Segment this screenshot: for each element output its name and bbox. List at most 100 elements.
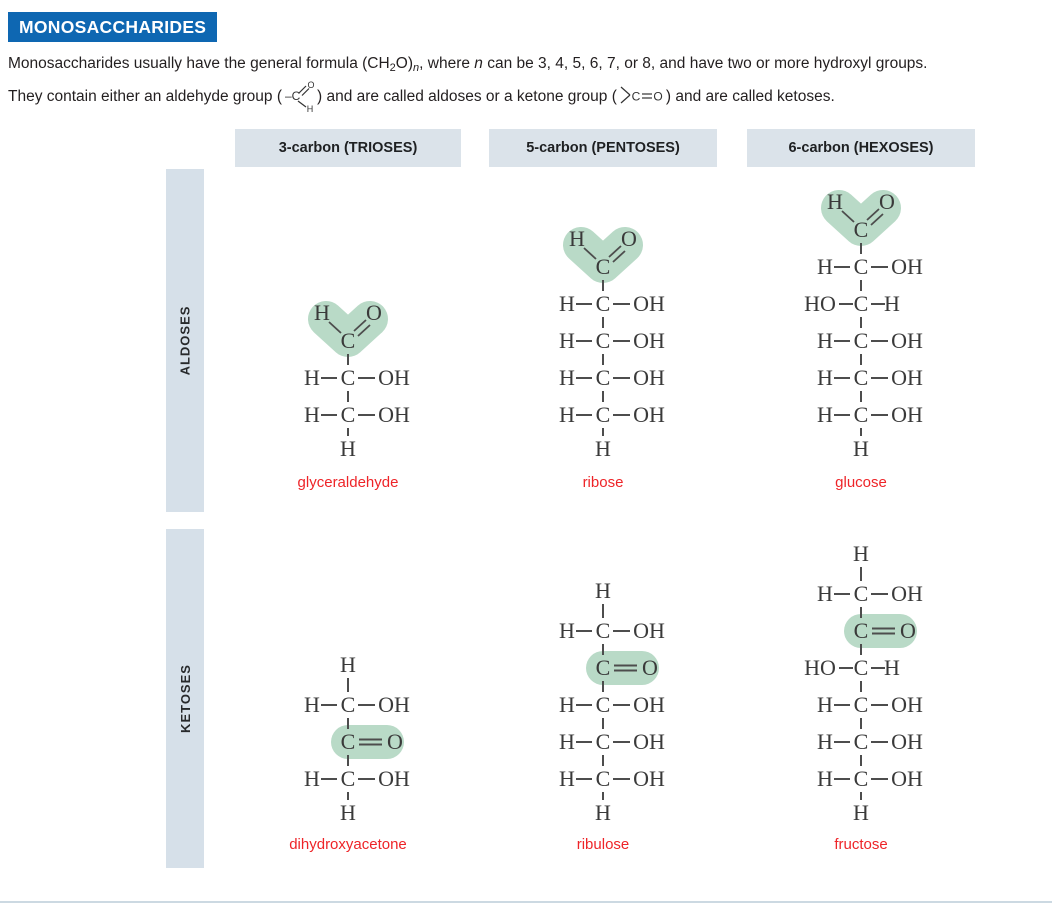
ketone-icon-oxygen: O — [653, 90, 662, 104]
intro-line-2-post: ) and are called ketoses. — [665, 88, 835, 106]
atom-C: C — [341, 729, 356, 754]
atom-C: C — [854, 729, 869, 754]
atom-OH: OH — [891, 729, 923, 754]
atom-H: H — [569, 227, 585, 251]
intro-line-2: They contain either an aldehyde group ( … — [8, 80, 1048, 114]
atom-OH: OH — [378, 766, 410, 791]
atom-OH: OH — [633, 291, 665, 316]
ketone-group-icon: C O — [620, 86, 663, 104]
column-header-trioses: 3-carbon (TRIOSES) — [235, 129, 461, 167]
intro-text-segment: n — [413, 62, 420, 74]
atom-H: H — [827, 190, 843, 214]
bottom-divider — [0, 901, 1052, 903]
bond-line — [612, 250, 626, 263]
atom-C: C — [854, 402, 869, 427]
atom-C: C — [341, 692, 356, 717]
atom-O: O — [387, 729, 403, 754]
atom-C: C — [854, 618, 869, 643]
intro-line-2-between: ) and are called aldoses or a ketone gro… — [317, 88, 617, 106]
atom-H: H — [817, 365, 833, 390]
atom-OH: OH — [633, 365, 665, 390]
atom-H: H — [817, 581, 833, 606]
intro-line-1: Monosaccharides usually have the general… — [8, 53, 1048, 76]
single-bond-line — [620, 86, 631, 96]
atom-OH: OH — [891, 254, 923, 279]
structure-glyceraldehyde: H OCH C OHH C OHH — [304, 301, 410, 461]
atom-OH: OH — [633, 328, 665, 353]
atom-H: H — [817, 766, 833, 791]
molecule-label-ribulose: ribulose — [576, 836, 630, 853]
atom-OH: OH — [378, 365, 410, 390]
ketone-highlight — [331, 725, 404, 759]
atom-H: H — [340, 436, 356, 461]
bond-line — [357, 324, 371, 337]
atom-H: H — [853, 800, 869, 825]
atom-O: O — [642, 655, 658, 680]
ketone-highlight — [844, 614, 917, 648]
intro-text-segment: Monosaccharides usually have the general… — [8, 55, 390, 72]
atom-OH: OH — [633, 402, 665, 427]
atom-H: H — [817, 692, 833, 717]
atom-H: H — [559, 618, 575, 643]
page-title: MONOSACCHARIDES — [8, 12, 218, 42]
double-bond-line — [298, 85, 307, 94]
atom-H: H — [559, 291, 575, 316]
atom-C: C — [596, 692, 611, 717]
molecule-label-glucose: glucose — [835, 474, 887, 491]
aldehyde-group-icon: –C O H — [285, 80, 315, 114]
atom-H: H — [884, 655, 900, 680]
ketone-icon-carbon: C — [632, 90, 641, 104]
ketone-highlight — [586, 651, 659, 685]
atom-H: H — [559, 729, 575, 754]
structure-ribulose: HH C OHC OH C OHH C OHH C OHH — [559, 579, 665, 825]
atom-OH: OH — [891, 365, 923, 390]
atom-OH: OH — [633, 729, 665, 754]
atom-OH: OH — [633, 692, 665, 717]
structure-cell-ribulose: H H C OH C O H C OH H C OH H C OH H — [489, 540, 717, 826]
atom-H: H — [884, 291, 900, 316]
atom-H: H — [595, 800, 611, 825]
structure-cell-ribose: H O C H C OH H C OH H C OH H C OH H — [489, 160, 717, 462]
row-label-aldoses: ALDOSES — [166, 169, 204, 512]
atom-C: C — [854, 581, 869, 606]
atom-H: H — [304, 766, 320, 791]
atom-H: H — [595, 579, 611, 603]
atom-H: H — [817, 402, 833, 427]
structure-cell-glyceraldehyde: H O C H C OH H C OH H — [235, 160, 461, 462]
atom-H: H — [559, 402, 575, 427]
bond-line — [870, 213, 884, 226]
atom-OH: OH — [633, 766, 665, 791]
structure-cell-dihydroxyacetone: H H C OH C O H C OH H — [235, 540, 461, 826]
atom-HO: HO — [804, 655, 836, 680]
atom-H: H — [559, 692, 575, 717]
column-header-pentoses: 5-carbon (PENTOSES) — [489, 129, 717, 167]
atom-OH: OH — [891, 581, 923, 606]
atom-OH: OH — [891, 692, 923, 717]
structure-fructose: HH C OHC OHO C HH C OHH C OHH C OHH — [804, 542, 923, 825]
atom-C: C — [596, 618, 611, 643]
intro-text-segment: can be 3, 4, 5, 6, 7, or 8, and have two… — [482, 55, 928, 72]
aldehyde-icon-hydrogen: H — [307, 104, 314, 113]
atom-H: H — [559, 766, 575, 791]
single-bond-line — [297, 100, 307, 108]
single-bond-line — [620, 94, 631, 104]
atom-HO: HO — [804, 291, 836, 316]
atom-C: C — [341, 766, 356, 791]
atom-C: C — [596, 655, 611, 680]
atom-C: C — [596, 254, 611, 279]
bond-line — [841, 210, 855, 223]
atom-C: C — [854, 254, 869, 279]
atom-C: C — [341, 328, 356, 353]
intro-text-segment: O) — [395, 55, 414, 72]
intro-text-segment: n — [474, 55, 483, 72]
intro-line-2-pre: They contain either an aldehyde group ( — [8, 88, 283, 106]
atom-C: C — [596, 328, 611, 353]
bond-line — [583, 247, 597, 260]
atom-O: O — [366, 301, 382, 325]
atom-C: C — [854, 365, 869, 390]
atom-OH: OH — [891, 766, 923, 791]
atom-H: H — [559, 328, 575, 353]
bond-line — [866, 208, 880, 221]
bond-line — [328, 321, 342, 334]
